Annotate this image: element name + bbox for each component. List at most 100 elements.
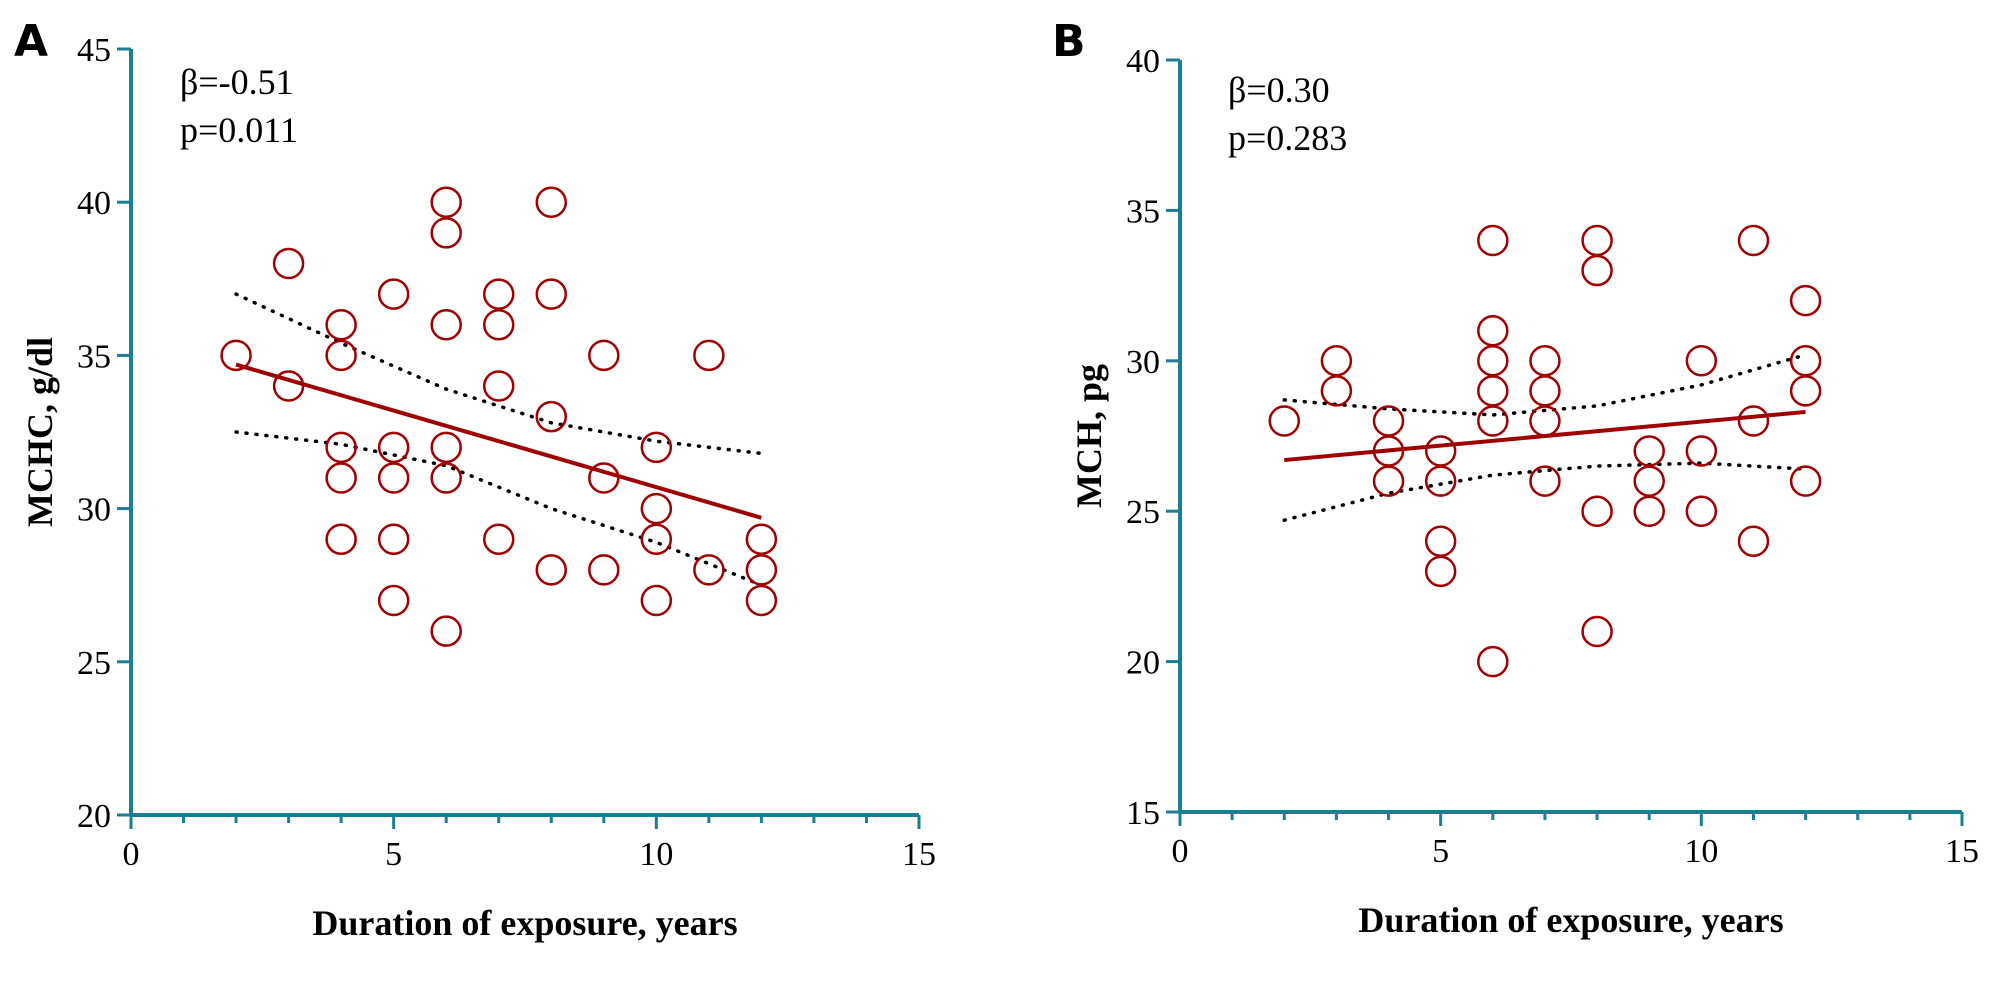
data-point [1477,375,1509,407]
data-point [482,309,515,341]
panel-b: 15 20 25 30 35 40 0 5 10 15 Bβ=0.30 p=0.283 MCH, pg D… [1052,16,1979,940]
data-point [1685,435,1718,467]
data-point [1320,375,1353,407]
data-point [588,554,620,586]
x-tick-label: 15 [902,836,936,873]
y-tick-label: 20 [1126,645,1160,682]
panel-a: 20 25 30 35 40 45 0 5 10 15 Aβ=-0.51 p=0.011 MCHC, g… [14,16,936,943]
data-point [1477,345,1509,377]
y-tick-label: 40 [77,185,111,222]
data-point [1685,495,1718,527]
x-tick-label: 5 [385,836,402,873]
data-point [693,554,725,586]
data-point [1581,254,1613,287]
data-point [745,554,778,586]
x-axis-title: Duration of exposure, years [1358,900,1783,940]
data-point [377,523,410,555]
data-point [1789,284,1822,317]
data-point [1320,345,1353,377]
data-point [482,278,515,310]
data-point [1789,345,1822,377]
data-point [482,370,515,402]
beta-annotation: β=-0.51 [180,62,294,102]
data-point [430,309,462,341]
y-axis-title: MCHC, g/dl [20,337,60,527]
data-point [745,523,778,555]
data-point [272,247,305,280]
data-point [377,462,410,494]
y-tick-label: 15 [1126,795,1160,832]
y-axis-title: MCH, pg [1069,364,1109,508]
y-tick-label: 25 [77,645,111,682]
data-point [1581,224,1613,257]
y-tick-label: 20 [77,798,111,835]
p-value-annotation: p=0.283 [1228,118,1347,158]
y-tick-label: 35 [1126,193,1160,230]
ci-upper-line [234,292,764,456]
data-point [640,431,673,464]
data-point [1529,465,1561,497]
x-tick-label: 10 [1684,833,1718,870]
y-tick-label: 25 [1126,494,1160,531]
data-point [1633,495,1665,527]
data-point [1789,375,1822,407]
data-point [535,278,568,310]
data-point [1477,405,1509,437]
data-point [1633,435,1665,467]
x-tick-label: 0 [1172,833,1189,870]
p-value-annotation: p=0.011 [180,110,298,150]
data-point [1789,465,1822,497]
data-point [1633,465,1665,497]
data-point [377,431,410,464]
data-point [640,584,673,617]
x-tick-label: 0 [123,836,140,873]
data-point [1424,435,1457,467]
data-point [430,462,462,494]
data-point [482,523,515,555]
y-tick-label: 30 [77,492,111,529]
data-point [588,339,620,372]
data-point [1477,314,1509,347]
data-point [693,339,725,372]
data-point [640,523,673,555]
ci-lower-line [234,430,764,587]
x-tick-label: 5 [1432,833,1449,870]
data-point [745,584,778,617]
data-point [430,186,462,218]
data-point [535,186,568,218]
regression-line [235,362,762,520]
ci-upper-line [1282,353,1808,417]
x-tick-label: 10 [639,836,673,873]
y-tick-label: 45 [77,32,111,69]
data-point [1424,465,1457,497]
data-point [1477,224,1509,257]
data-point [1529,375,1561,407]
data-point [640,492,673,525]
panel-label: A [14,16,48,67]
ci-lower-line [1282,461,1808,522]
data-point [1737,525,1770,558]
data-point [1424,555,1457,588]
data-point [535,400,568,433]
y-tick-label: 40 [1126,43,1160,80]
data-point [430,217,462,249]
data-point [325,431,357,464]
data-point [1372,405,1405,437]
data-point [1581,615,1613,648]
data-point [1581,495,1613,527]
data-point [377,278,410,310]
data-point [1685,345,1718,377]
y-tick-label: 30 [1126,344,1160,381]
x-tick-label: 15 [1945,833,1979,870]
data-point [1372,465,1405,497]
data-point [325,462,357,494]
data-point [1737,224,1770,257]
data-point [325,309,357,341]
data-point [535,554,568,586]
panel-label: B [1052,16,1086,67]
data-point [1529,345,1561,377]
data-point [1737,405,1770,437]
data-point [325,523,357,555]
data-point [1424,525,1457,558]
data-point [430,431,462,464]
